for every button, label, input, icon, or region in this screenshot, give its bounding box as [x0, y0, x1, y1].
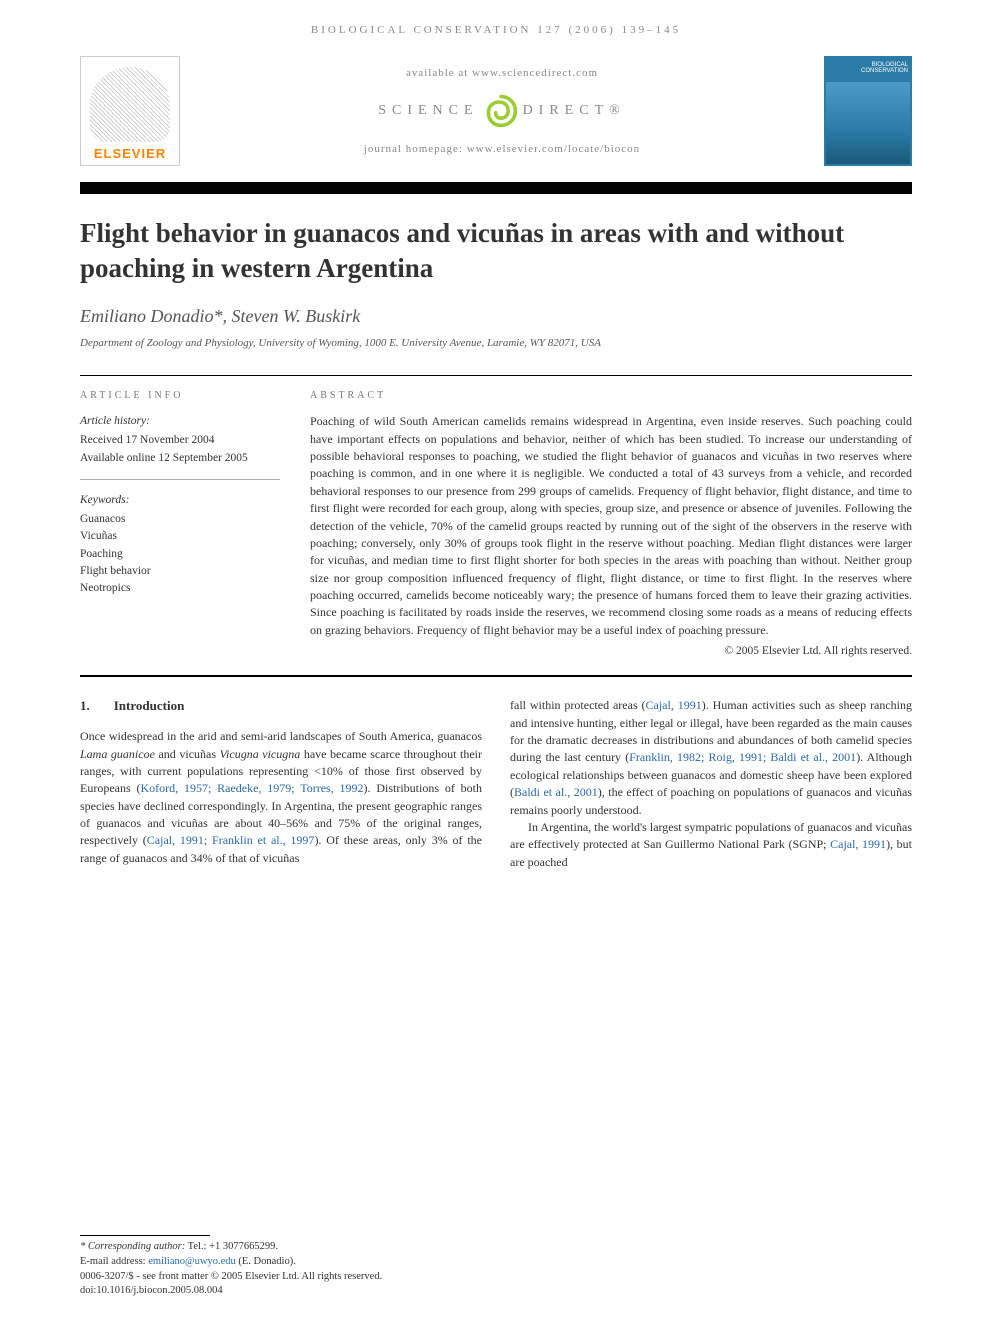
section-number: 1. [80, 698, 90, 713]
sciencedirect-logo: SCIENCE DIRECT® [200, 93, 804, 129]
title-section: Flight behavior in guanacos and vicuñas … [0, 194, 992, 359]
elsevier-tree-icon [90, 67, 170, 142]
sd-left-text: SCIENCE [378, 103, 478, 119]
section-heading: 1. Introduction [80, 697, 482, 716]
top-band: ELSEVIER available at www.sciencedirect.… [0, 48, 992, 182]
citation: Cajal, 1991; Franklin et al., 1997 [147, 833, 315, 847]
email-link[interactable]: emiliano@uwyo.edu [148, 1256, 236, 1267]
right-column: fall within protected areas (Cajal, 1991… [510, 697, 912, 871]
keywords-label: Keywords: [80, 492, 280, 509]
keyword: Poaching [80, 546, 280, 563]
article-title: Flight behavior in guanacos and vicuñas … [80, 216, 912, 286]
available-at-text: available at www.sciencedirect.com [200, 67, 804, 79]
affiliation: Department of Zoology and Physiology, Un… [80, 337, 912, 349]
keyword: Flight behavior [80, 563, 280, 580]
received-date: Received 17 November 2004 [80, 432, 280, 449]
citation: Cajal, 1991 [830, 837, 886, 851]
history-label: Article history: [80, 413, 280, 430]
footer-separator [80, 1235, 210, 1236]
body-columns: 1. Introduction Once widespread in the ar… [0, 677, 992, 871]
keyword: Guanacos [80, 511, 280, 528]
citation: Baldi et al., 2001 [514, 785, 598, 799]
abstract-heading: ABSTRACT [310, 390, 912, 401]
article-info-heading: ARTICLE INFO [80, 390, 280, 401]
corresponding-tel: Tel.: +1 3077665299. [188, 1241, 278, 1252]
center-info: available at www.sciencedirect.com SCIEN… [180, 67, 824, 155]
info-separator [80, 479, 280, 480]
running-head: BIOLOGICAL CONSERVATION 127 (2006) 139–1… [0, 0, 992, 48]
keyword: Vicuñas [80, 528, 280, 545]
black-divider-bar [80, 182, 912, 194]
doi-line: doi:10.1016/j.biocon.2005.08.004 [80, 1284, 912, 1299]
email-label: E-mail address: [80, 1256, 146, 1267]
issn-line: 0006-3207/$ - see front matter © 2005 El… [80, 1270, 912, 1285]
body-paragraph: fall within protected areas (Cajal, 1991… [510, 697, 912, 819]
keywords-block: Keywords: Guanacos Vicuñas Poaching Flig… [80, 492, 280, 598]
journal-cover-image [826, 82, 910, 164]
citation: Franklin, 1982; Roig, 1991; Baldi et al.… [629, 750, 856, 764]
authors: Emiliano Donadio*, Steven W. Buskirk [80, 306, 912, 327]
section-title: Introduction [114, 698, 185, 713]
corresponding-label: * Corresponding author: [80, 1241, 185, 1252]
email-name: (E. Donadio). [238, 1256, 295, 1267]
corresponding-author-line: * Corresponding author: Tel.: +1 3077665… [80, 1240, 912, 1255]
journal-cover-title: BIOLOGICAL CONSERVATION [824, 56, 912, 80]
body-paragraph: Once widespread in the arid and semi-ari… [80, 728, 482, 867]
article-history-block: Article history: Received 17 November 20… [80, 413, 280, 467]
body-paragraph: In Argentina, the world's largest sympat… [510, 819, 912, 871]
elsevier-text: ELSEVIER [94, 146, 166, 161]
citation: Koford, 1957; Raedeke, 1979; Torres, 199… [140, 781, 363, 795]
citation: Cajal, 1991 [646, 698, 702, 712]
online-date: Available online 12 September 2005 [80, 450, 280, 467]
journal-cover-thumbnail: BIOLOGICAL CONSERVATION [824, 56, 912, 166]
email-line: E-mail address: emiliano@uwyo.edu (E. Do… [80, 1255, 912, 1270]
info-abstract-row: ARTICLE INFO Article history: Received 1… [0, 376, 992, 657]
footer-block: * Corresponding author: Tel.: +1 3077665… [80, 1235, 912, 1299]
abstract-text: Poaching of wild South American camelids… [310, 413, 912, 639]
elsevier-logo: ELSEVIER [80, 56, 180, 166]
left-column: 1. Introduction Once widespread in the ar… [80, 697, 482, 871]
sd-right-text: DIRECT® [523, 103, 626, 119]
keyword: Neotropics [80, 580, 280, 597]
abstract-copyright: © 2005 Elsevier Ltd. All rights reserved… [310, 645, 912, 657]
abstract-column: ABSTRACT Poaching of wild South American… [310, 390, 912, 657]
sd-swirl-icon [483, 93, 519, 129]
article-info-column: ARTICLE INFO Article history: Received 1… [80, 390, 280, 657]
journal-homepage-text: journal homepage: www.elsevier.com/locat… [200, 143, 804, 155]
